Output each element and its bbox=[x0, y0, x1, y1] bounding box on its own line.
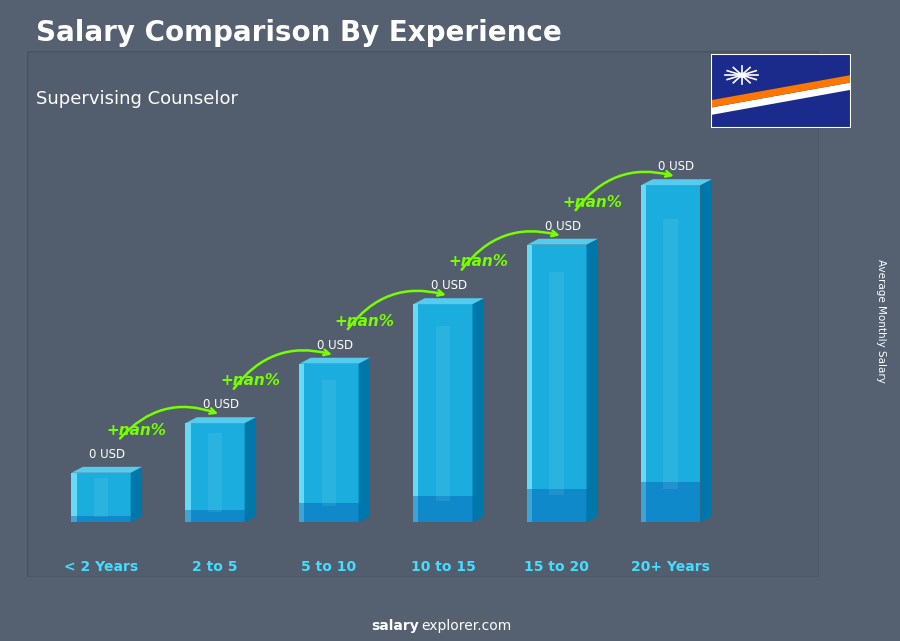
Polygon shape bbox=[527, 245, 533, 522]
Polygon shape bbox=[587, 238, 598, 522]
Polygon shape bbox=[527, 238, 598, 245]
Polygon shape bbox=[413, 304, 472, 522]
Polygon shape bbox=[300, 358, 370, 363]
Polygon shape bbox=[245, 417, 256, 522]
Polygon shape bbox=[641, 482, 700, 522]
Text: +nan%: +nan% bbox=[335, 314, 395, 329]
Text: 0 USD: 0 USD bbox=[202, 398, 238, 412]
Polygon shape bbox=[185, 423, 191, 522]
Polygon shape bbox=[321, 379, 337, 506]
Polygon shape bbox=[436, 326, 450, 501]
Text: salary: salary bbox=[371, 619, 418, 633]
Text: Average Monthly Salary: Average Monthly Salary bbox=[877, 258, 886, 383]
Polygon shape bbox=[185, 423, 245, 522]
Text: 0 USD: 0 USD bbox=[430, 279, 467, 292]
Polygon shape bbox=[358, 358, 370, 522]
Text: 20+ Years: 20+ Years bbox=[632, 560, 710, 574]
Polygon shape bbox=[300, 503, 358, 522]
Polygon shape bbox=[71, 517, 130, 522]
Text: +nan%: +nan% bbox=[562, 195, 623, 210]
Polygon shape bbox=[208, 433, 222, 512]
Circle shape bbox=[738, 73, 745, 77]
Text: 0 USD: 0 USD bbox=[544, 220, 580, 233]
Polygon shape bbox=[300, 363, 358, 522]
Text: 0 USD: 0 USD bbox=[89, 448, 125, 461]
Polygon shape bbox=[711, 83, 850, 115]
Polygon shape bbox=[550, 272, 564, 495]
Text: explorer.com: explorer.com bbox=[421, 619, 511, 633]
Polygon shape bbox=[700, 179, 712, 522]
Text: 2 to 5: 2 to 5 bbox=[193, 560, 238, 574]
Polygon shape bbox=[130, 467, 142, 522]
Polygon shape bbox=[663, 219, 679, 488]
Polygon shape bbox=[185, 417, 256, 423]
Polygon shape bbox=[472, 298, 484, 522]
Polygon shape bbox=[300, 363, 304, 522]
Text: < 2 Years: < 2 Years bbox=[64, 560, 138, 574]
Polygon shape bbox=[641, 185, 700, 522]
Polygon shape bbox=[527, 245, 587, 522]
Text: 0 USD: 0 USD bbox=[659, 160, 695, 173]
Text: 15 to 20: 15 to 20 bbox=[525, 560, 590, 574]
Text: Supervising Counselor: Supervising Counselor bbox=[36, 90, 238, 108]
Text: +nan%: +nan% bbox=[220, 374, 281, 388]
Polygon shape bbox=[711, 75, 850, 108]
Polygon shape bbox=[71, 473, 130, 522]
Polygon shape bbox=[641, 179, 712, 185]
Text: 0 USD: 0 USD bbox=[317, 339, 353, 352]
Text: 5 to 10: 5 to 10 bbox=[302, 560, 356, 574]
Text: +nan%: +nan% bbox=[448, 254, 508, 269]
Polygon shape bbox=[71, 473, 76, 522]
Polygon shape bbox=[413, 496, 472, 522]
Text: Salary Comparison By Experience: Salary Comparison By Experience bbox=[36, 19, 562, 47]
Polygon shape bbox=[413, 304, 418, 522]
Polygon shape bbox=[641, 185, 646, 522]
Polygon shape bbox=[527, 489, 587, 522]
Polygon shape bbox=[413, 298, 484, 304]
Polygon shape bbox=[71, 467, 142, 473]
Text: +nan%: +nan% bbox=[107, 423, 166, 438]
Text: 10 to 15: 10 to 15 bbox=[410, 560, 475, 574]
Polygon shape bbox=[185, 510, 245, 522]
Polygon shape bbox=[94, 478, 109, 517]
